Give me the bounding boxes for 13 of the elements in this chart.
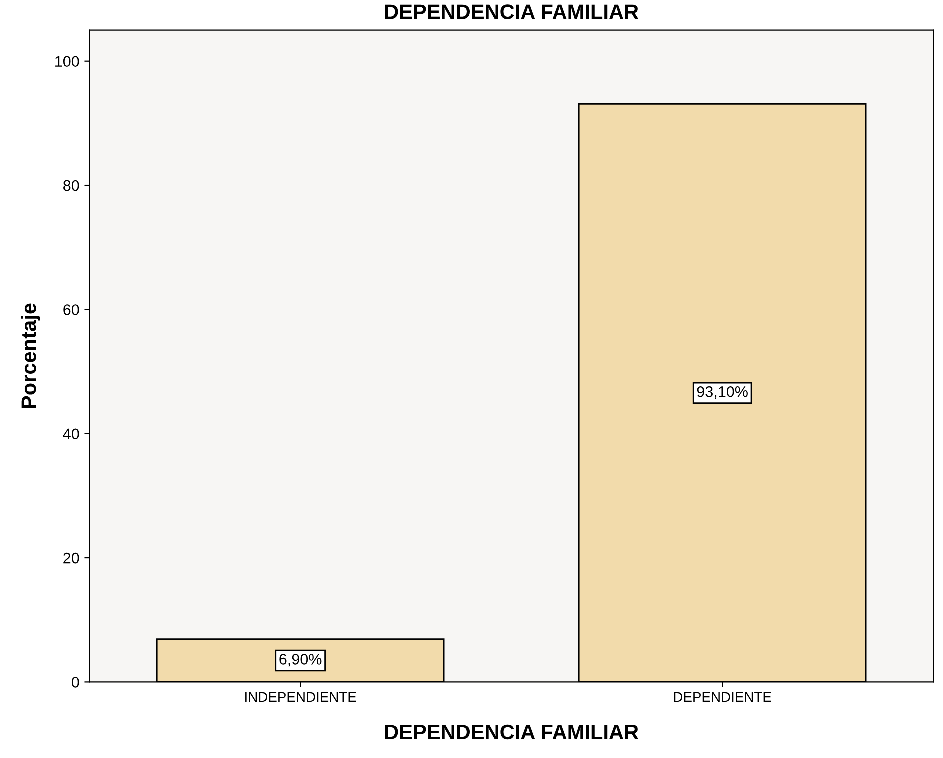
y-tick-label: 40 — [63, 428, 80, 440]
y-tick-label: 0 — [72, 677, 80, 688]
y-tick-label: 100 — [56, 56, 80, 68]
data-label: 93,10% — [697, 386, 748, 400]
y-tick-label: 80 — [64, 180, 80, 192]
data-label: 6,90% — [280, 654, 322, 667]
y-tick-label: 60 — [64, 304, 80, 316]
chart-title: DEPENDENCIA FAMILIAR — [385, 4, 639, 20]
x-axis-title: DEPENDENCIA FAMILIAR — [385, 724, 639, 740]
x-tick-label: INDEPENDIENTE — [246, 692, 356, 702]
x-tick-label: DEPENDIENTE — [674, 692, 772, 702]
y-axis-title: Porcentaje — [21, 304, 40, 408]
y-tick-label: 20 — [64, 552, 80, 564]
